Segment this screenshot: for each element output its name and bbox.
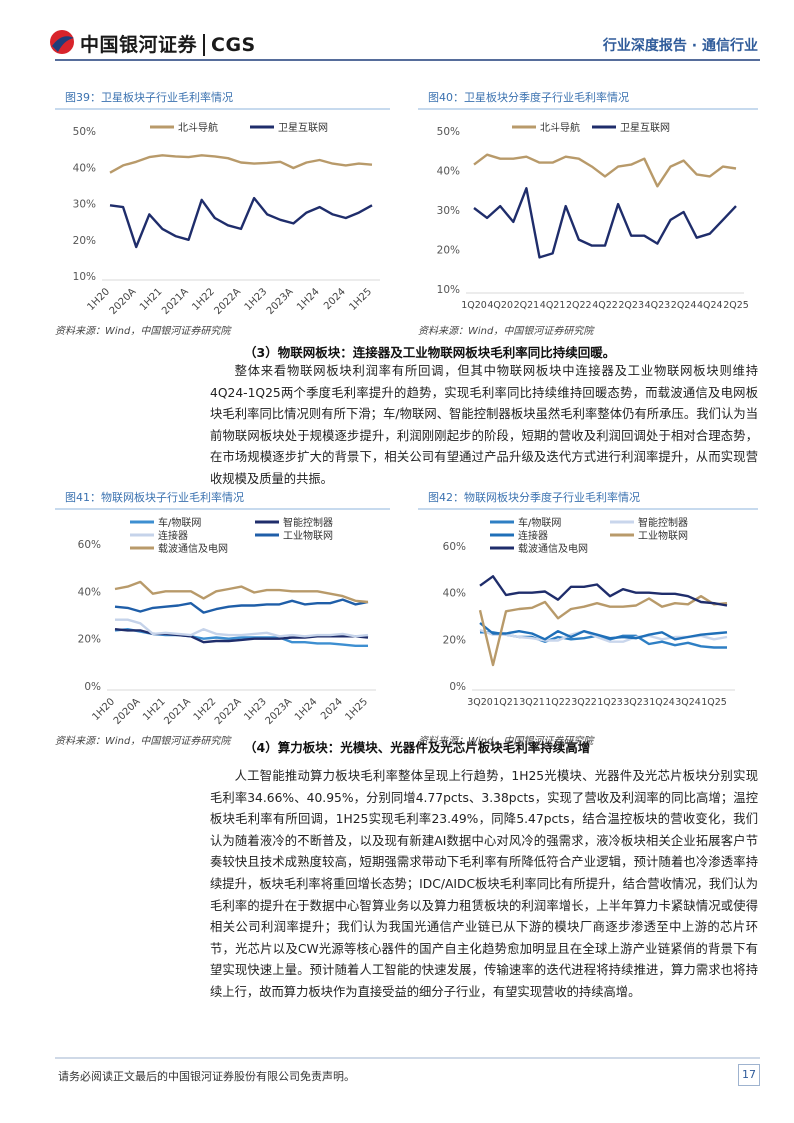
x-tick-label: 2Q25 xyxy=(723,300,749,311)
chart-title: 图39：卫星板块子行业毛利率情况 xyxy=(65,90,233,104)
x-tick-label: 1H24 xyxy=(295,286,322,313)
x-tick-label: 2022A xyxy=(213,696,244,727)
y-tick-label: 10% xyxy=(437,284,460,296)
y-tick-label: 20% xyxy=(443,634,466,646)
logo-text: 中国银河证券 xyxy=(80,34,198,56)
logo: 中国银河证券 CGS xyxy=(80,30,256,57)
series-line xyxy=(109,196,373,249)
chart-source: 资料来源：Wind，中国银河证券研究院 xyxy=(55,736,231,747)
x-tick-label: 1H25 xyxy=(348,286,375,313)
x-tick-label: 2020A xyxy=(112,696,143,727)
series-line xyxy=(473,153,737,188)
series-line xyxy=(478,595,728,667)
legend-label: 智能控制器 xyxy=(283,516,333,529)
x-tick-label: 3Q22 xyxy=(571,697,597,708)
legend-label: 北斗导航 xyxy=(178,121,218,134)
x-tick-label: 3Q24 xyxy=(675,697,701,708)
y-tick-label: 40% xyxy=(73,162,96,174)
disclaimer: 请务必阅读正文最后的中国银河证券股份有限公司免责声明。 xyxy=(58,1070,355,1083)
x-tick-label: 2020A xyxy=(108,286,139,317)
x-tick-label: 1Q21 xyxy=(493,697,519,708)
logo-icon xyxy=(50,30,74,54)
x-tick-label: 2021A xyxy=(162,696,193,727)
chart-title: 图40：卫星板块分季度子行业毛利率情况 xyxy=(428,90,629,104)
x-tick-label: 3Q21 xyxy=(519,697,545,708)
legend-label: 北斗导航 xyxy=(540,121,580,134)
chart-title: 图42：物联网板块分季度子行业毛利率情况 xyxy=(428,490,640,504)
x-tick-label: 1Q25 xyxy=(701,697,727,708)
x-tick-label: 4Q24 xyxy=(697,300,723,311)
report-type: 行业深度报告 · 通信行业 xyxy=(602,38,758,54)
x-tick-label: 1H24 xyxy=(293,696,320,723)
paragraph: 人工智能推动算力板块毛利率整体呈现上行趋势，1H25光模块、光器件及光芯片板块分… xyxy=(210,769,758,999)
legend-label: 工业物联网 xyxy=(283,529,333,542)
legend-label: 智能控制器 xyxy=(638,516,688,529)
y-tick-label: 40% xyxy=(437,166,460,178)
y-tick-label: 10% xyxy=(73,271,96,283)
legend-label: 卫星互联网 xyxy=(278,122,328,134)
y-tick-label: 40% xyxy=(78,586,101,598)
legend-label: 卫星互联网 xyxy=(620,122,670,134)
series-line xyxy=(114,580,369,604)
y-tick-label: 60% xyxy=(78,539,101,551)
legend-label: 连接器 xyxy=(158,529,188,542)
y-tick-label: 0% xyxy=(449,681,466,693)
y-tick-label: 20% xyxy=(78,634,101,646)
x-tick-label: 4Q23 xyxy=(645,300,671,311)
x-tick-label: 2Q22 xyxy=(566,300,592,311)
x-tick-label: 2023A xyxy=(264,696,295,727)
x-tick-label: 1Q22 xyxy=(545,697,571,708)
y-tick-label: 30% xyxy=(73,199,96,211)
chart-source: 资料来源：Wind，中国银河证券研究院 xyxy=(55,326,231,337)
section-heading: （4）算力板块：光模块、光器件及光芯片板块毛利率持续高增 xyxy=(244,740,591,755)
x-tick-label: 2024 xyxy=(322,286,348,312)
x-tick-label: 2022A xyxy=(213,286,244,317)
x-tick-label: 2Q23 xyxy=(618,300,644,311)
y-tick-label: 20% xyxy=(437,245,460,257)
series-line xyxy=(473,187,737,259)
legend-label: 车/物联网 xyxy=(158,516,201,529)
y-tick-label: 20% xyxy=(73,235,96,247)
legend-label: 载波通信及电网 xyxy=(158,542,228,555)
chart-title: 图41：物联网板块子行业毛利率情况 xyxy=(65,490,244,504)
logo-en: CGS xyxy=(203,34,256,56)
x-tick-label: 1Q20 xyxy=(461,300,487,311)
x-tick-label: 4Q20 xyxy=(487,300,513,311)
page-number: 17 xyxy=(738,1064,760,1086)
series-line xyxy=(115,618,369,638)
chart-source: 资料来源：Wind，中国银河证券研究院 xyxy=(418,326,594,337)
y-tick-label: 60% xyxy=(443,541,466,553)
legend-label: 载波通信及电网 xyxy=(518,542,588,555)
y-tick-label: 50% xyxy=(437,126,460,138)
series-line xyxy=(114,598,369,614)
x-tick-label: 3Q20 xyxy=(467,697,493,708)
legend-label: 连接器 xyxy=(518,529,548,542)
y-tick-label: 40% xyxy=(443,588,466,600)
chart-source: 资料来源：Wind，中国银河证券研究院 xyxy=(418,736,594,747)
section-heading: （3）物联网板块：连接器及工业物联网板块毛利率同比持续回暖。 xyxy=(244,345,616,360)
x-tick-label: 2024 xyxy=(319,696,345,722)
series-line xyxy=(479,622,728,641)
y-tick-label: 0% xyxy=(84,681,101,693)
y-tick-label: 50% xyxy=(73,126,96,138)
series-line xyxy=(479,575,728,607)
y-tick-label: 30% xyxy=(437,205,460,217)
x-tick-label: 3Q23 xyxy=(623,697,649,708)
x-tick-label: 2Q21 xyxy=(514,300,540,311)
x-tick-label: 1Q23 xyxy=(597,697,623,708)
x-tick-label: 4Q22 xyxy=(592,300,618,311)
x-tick-label: 2021A xyxy=(160,286,191,317)
x-tick-label: 2Q24 xyxy=(671,300,697,311)
paragraph: 整体来看物联网板块利润率有所回调，但其中物联网板块中连接器及工业物联网板块则维持… xyxy=(210,364,758,486)
x-tick-label: 4Q21 xyxy=(540,300,566,311)
legend-label: 车/物联网 xyxy=(518,516,561,529)
x-tick-label: 1Q24 xyxy=(649,697,675,708)
x-tick-label: 2023A xyxy=(265,286,296,317)
x-tick-label: 1H25 xyxy=(344,696,371,723)
series-line xyxy=(109,154,373,174)
legend-label: 工业物联网 xyxy=(638,529,688,542)
